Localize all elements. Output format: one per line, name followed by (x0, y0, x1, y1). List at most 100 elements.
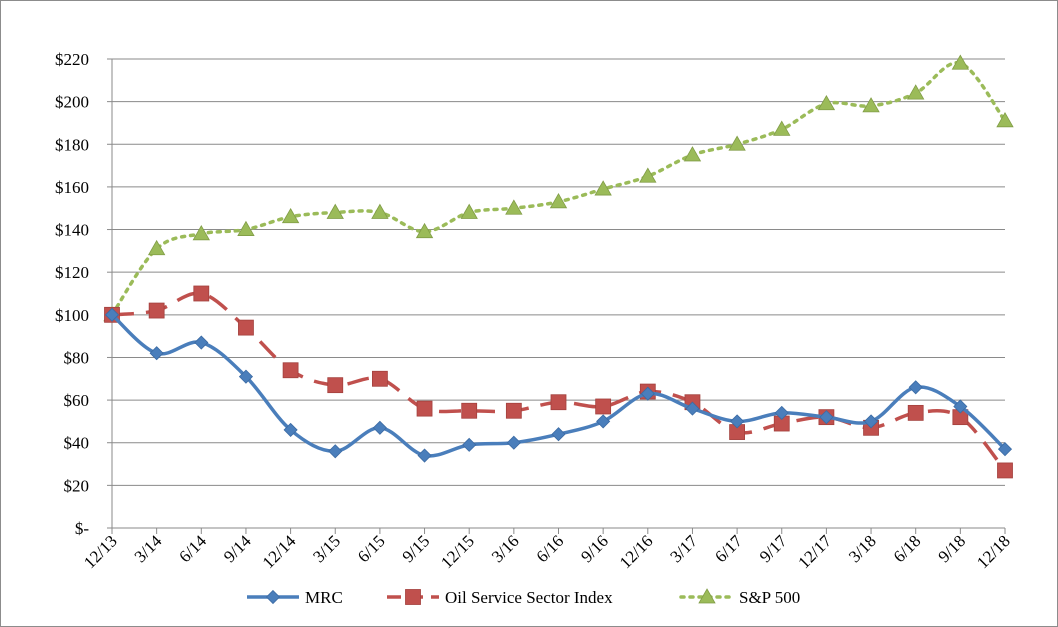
legend-label: S&P 500 (739, 588, 800, 607)
data-point-mrc (238, 369, 254, 384)
x-tick-label: 9/17 (756, 531, 791, 566)
x-tick-label: 12/17 (794, 531, 835, 572)
data-point-oil-service-sector-index (148, 302, 165, 319)
axes (107, 58, 1006, 534)
data-point-mrc (149, 346, 164, 361)
x-tick-label: 9/15 (399, 531, 434, 566)
x-tick-label: 3/16 (488, 531, 523, 566)
y-tick-label: $- (75, 519, 90, 538)
data-point-s-p-500 (237, 220, 255, 236)
data-point-mrc (640, 386, 655, 401)
data-point-s-p-500 (281, 207, 300, 224)
data-point-s-p-500 (147, 239, 166, 256)
legend-item-oil-service-sector-index: Oil Service Sector Index (387, 588, 613, 607)
x-tick-label: 12/14 (259, 531, 300, 572)
x-tick-label: 3/17 (666, 531, 701, 566)
data-point-oil-service-sector-index (997, 462, 1013, 479)
data-point-oil-service-sector-index (461, 402, 478, 419)
data-point-s-p-500 (773, 120, 791, 136)
series-layer (103, 54, 1014, 479)
legend-label: MRC (305, 588, 343, 607)
x-tick-label: 6/16 (533, 531, 568, 566)
series-mrc (104, 307, 1013, 463)
data-point-mrc (417, 448, 432, 463)
data-point-oil-service-sector-index (282, 362, 299, 379)
legend: MRC Oil Service Sector Index S&P 500 (247, 588, 800, 607)
y-tick-label: $120 (55, 263, 89, 282)
data-point-mrc (283, 422, 298, 438)
y-tick-labels: $- $20 $40 $60 $80 $100 $120 $140 $160 $180 $200 $2… (55, 50, 89, 538)
data-point-mrc (596, 414, 611, 429)
data-point-mrc (685, 401, 700, 416)
data-point-s-p-500 (326, 203, 344, 219)
x-tick-label: 3/14 (131, 531, 166, 566)
x-tick-label: 3/15 (309, 531, 344, 566)
data-point-mrc (953, 399, 968, 414)
data-point-mrc (462, 437, 477, 452)
data-point-mrc (863, 414, 879, 429)
legend-item-s-p-500: S&P 500 (679, 588, 800, 607)
gridlines (112, 58, 1005, 486)
legend-swatch-marker (698, 588, 716, 604)
x-tick-label: 12/16 (616, 531, 657, 572)
series-oil-service-sector-index (104, 285, 1013, 479)
data-point-s-p-500 (951, 54, 970, 70)
x-tick-label: 12/18 (973, 531, 1014, 572)
data-point-s-p-500 (996, 112, 1014, 128)
x-tick-label: 9/16 (577, 531, 612, 566)
data-point-s-p-500 (862, 97, 880, 113)
legend-item-mrc: MRC (247, 588, 343, 607)
y-tick-label: $140 (55, 221, 89, 240)
data-point-mrc (730, 414, 745, 429)
data-point-s-p-500 (371, 203, 389, 219)
legend-swatch-marker (405, 589, 421, 605)
y-tick-label: $220 (55, 50, 89, 69)
data-point-s-p-500 (639, 167, 657, 183)
data-point-oil-service-sector-index (550, 394, 567, 411)
data-point-mrc (551, 427, 566, 442)
data-point-s-p-500 (460, 203, 478, 219)
data-point-mrc (997, 442, 1013, 457)
legend-swatch-marker (265, 589, 281, 605)
x-tick-label: 6/18 (890, 531, 925, 566)
data-point-oil-service-sector-index (907, 404, 924, 421)
x-tick-label: 9/14 (220, 531, 255, 566)
y-tick-label: $40 (64, 434, 90, 453)
y-tick-label: $60 (64, 391, 90, 410)
data-point-mrc (819, 410, 834, 425)
data-point-oil-service-sector-index (416, 400, 433, 417)
data-point-s-p-500 (415, 222, 434, 239)
data-point-s-p-500 (594, 180, 612, 196)
x-tick-label: 6/17 (711, 531, 746, 566)
data-point-mrc (104, 307, 120, 322)
data-point-s-p-500 (549, 193, 568, 209)
y-tick-label: $160 (55, 178, 89, 197)
y-tick-label: $100 (55, 306, 89, 325)
data-point-s-p-500 (505, 199, 523, 215)
y-tick-label: $180 (55, 135, 89, 154)
x-tick-label: 12/15 (437, 531, 478, 572)
y-tick-label: $20 (64, 476, 90, 495)
x-tick-labels: 12/13 3/14 6/14 9/14 12/14 3/15 6/15 9/15 12/15 3… (80, 531, 1014, 572)
data-point-s-p-500 (192, 225, 210, 241)
data-point-s-p-500 (683, 146, 702, 162)
data-point-mrc (328, 444, 343, 459)
data-point-mrc (372, 420, 387, 435)
data-point-s-p-500 (728, 135, 746, 151)
data-point-oil-service-sector-index (505, 402, 522, 419)
x-tick-label: 6/15 (354, 531, 389, 566)
data-point-mrc (194, 335, 209, 350)
data-point-oil-service-sector-index (238, 319, 254, 336)
x-tick-label: 6/14 (175, 531, 210, 566)
data-point-oil-service-sector-index (595, 398, 612, 415)
series-s-p-500 (103, 54, 1014, 322)
data-point-mrc (506, 435, 521, 450)
legend-label: Oil Service Sector Index (445, 588, 613, 607)
y-tick-label: $80 (64, 348, 90, 367)
data-point-s-p-500 (817, 94, 836, 111)
x-tick-label: 3/18 (845, 531, 880, 566)
data-point-oil-service-sector-index (327, 377, 344, 394)
data-point-mrc (908, 380, 923, 395)
